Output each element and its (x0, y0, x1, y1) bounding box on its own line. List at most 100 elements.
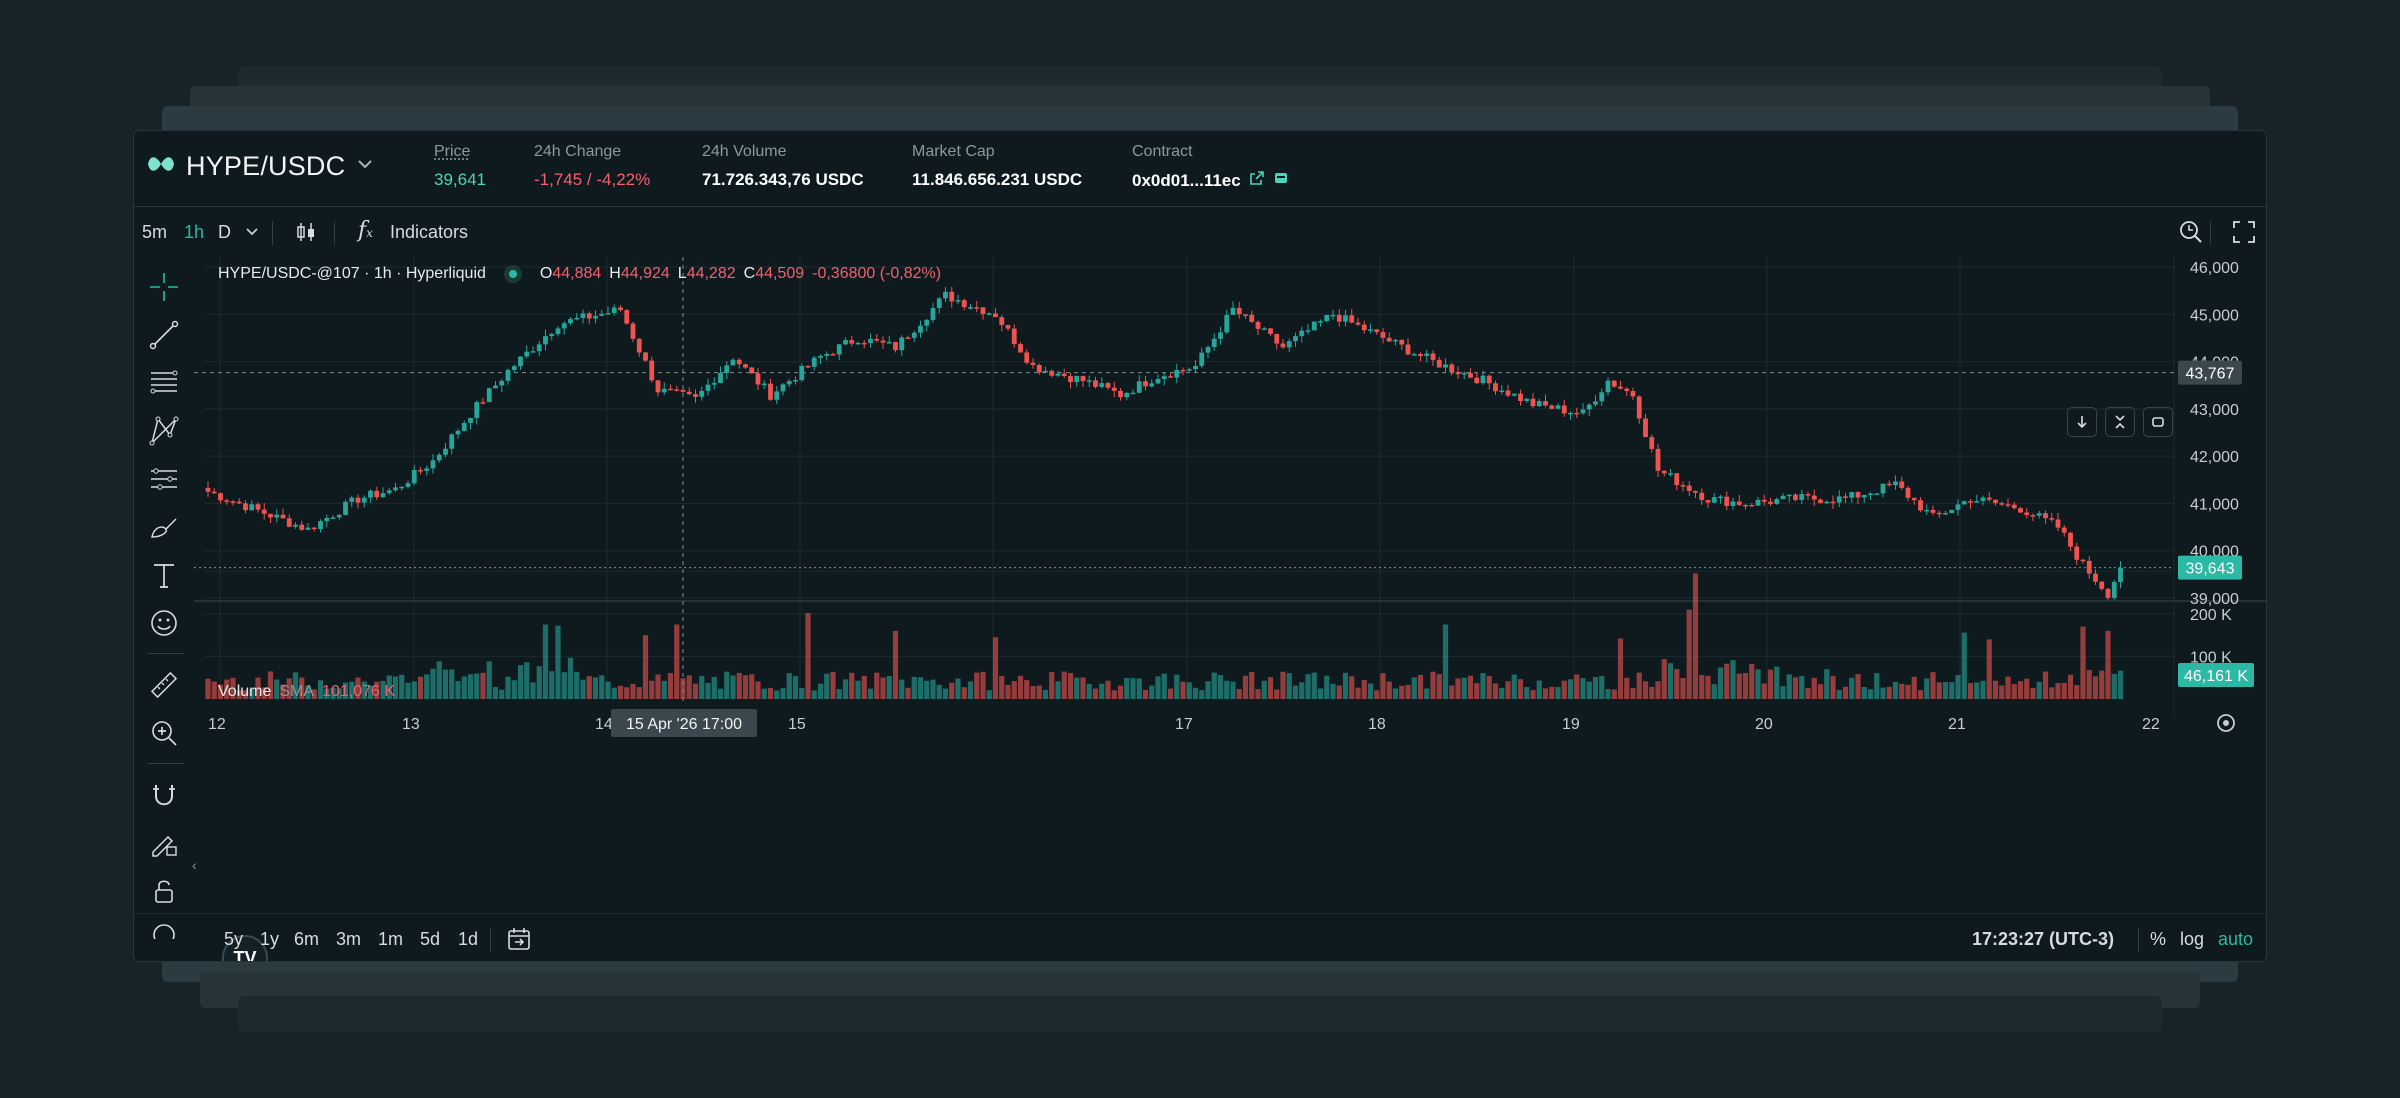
range-3m[interactable]: 3m (336, 929, 362, 949)
last-price-box (2178, 555, 2242, 580)
scroll-down-icon[interactable] (2067, 407, 2097, 437)
interval-1h[interactable]: 1h (184, 222, 205, 242)
range-1d[interactable]: 1d (458, 929, 479, 949)
function-icon[interactable]: fx (358, 218, 373, 243)
candle-body (874, 338, 880, 341)
candle-body (1486, 375, 1492, 384)
price-axis-label: 43,000 (2190, 402, 2239, 419)
volume-bar (799, 688, 805, 699)
indicators-button[interactable]: Indicators (390, 222, 469, 242)
crosshair-price-box (2178, 360, 2242, 385)
range-6m[interactable]: 6m (294, 929, 320, 949)
candle-body (1080, 376, 1086, 381)
volume-bar (1161, 673, 1167, 699)
clock-display[interactable]: 17:23:27 (UTC-3) (1972, 929, 2115, 949)
candle-body (361, 497, 367, 503)
candle-body (205, 487, 211, 492)
candle-body (1136, 381, 1142, 393)
candle-body (2024, 512, 2030, 516)
fullscreen-icon[interactable] (2232, 220, 2256, 249)
log-scale-toggle[interactable]: log (2180, 929, 2205, 949)
volume-bar (824, 673, 830, 699)
candle-body (849, 340, 855, 344)
volume-bar (917, 677, 924, 699)
range-1y[interactable]: 1y (260, 929, 280, 949)
candle-body (1974, 501, 1980, 503)
volume-bar (549, 671, 555, 699)
emoji-icon[interactable] (144, 603, 184, 643)
volume-bar (267, 671, 274, 699)
range-5d[interactable]: 5d (420, 929, 441, 949)
contract-address[interactable]: 0x0d01...11ec (1132, 170, 1241, 190)
volume-bar (1786, 674, 1792, 699)
candle-body (343, 501, 348, 515)
zoom-in-icon[interactable] (144, 713, 184, 753)
crosshair-icon[interactable] (144, 267, 184, 307)
interval-d[interactable]: D (218, 222, 231, 242)
volume-bar (1467, 675, 1474, 699)
candle-body (655, 380, 661, 393)
text-tool-icon[interactable] (144, 555, 184, 595)
volume-bar (1449, 685, 1455, 699)
lock-drawing-icon[interactable] (144, 823, 184, 863)
volume-bar (911, 676, 917, 699)
candle-body (1699, 492, 1705, 501)
open-label: O (539, 265, 553, 282)
unlock-icon[interactable] (144, 871, 184, 911)
candle-body (618, 307, 623, 311)
chart-canvas[interactable]: 46,00045,00044,00043,00042,00041,00040,0… (134, 257, 2267, 962)
ruler-icon[interactable] (144, 665, 184, 705)
range-1m[interactable]: 1m (378, 929, 404, 949)
volume-label: Volume (218, 683, 272, 700)
percent-scale-toggle[interactable]: % (2150, 929, 2167, 949)
market-status-dot (503, 265, 522, 283)
interval-5m[interactable]: 5m (142, 222, 168, 242)
volume-bar (2036, 681, 2042, 699)
volume-axis-label: 200 K (2190, 607, 2232, 624)
brush-icon[interactable] (144, 507, 184, 547)
volume-bar (449, 669, 455, 699)
pattern-icon[interactable] (144, 411, 184, 451)
auto-scale-toggle[interactable]: auto (2218, 929, 2254, 949)
settings-gear-icon[interactable] (2217, 714, 2235, 732)
volume-bar (686, 675, 692, 699)
chevron-down-icon[interactable] (355, 157, 375, 176)
search-zoom-icon[interactable] (2178, 219, 2204, 250)
volume-bar (867, 688, 874, 699)
volume-bar (1730, 660, 1736, 699)
volume-bar (886, 676, 892, 699)
projection-icon[interactable] (144, 459, 184, 499)
candle-body (1530, 398, 1536, 407)
candle-body (1636, 396, 1642, 419)
trend-line-icon[interactable] (144, 315, 184, 355)
collapse-pane-icon[interactable] (2105, 407, 2135, 437)
maximize-pane-icon[interactable] (2143, 407, 2173, 437)
toolbar-divider (2210, 221, 2211, 245)
candle-body (249, 504, 255, 511)
pair-selector[interactable]: HYPE/USDC (146, 151, 375, 182)
candle-body (774, 391, 780, 400)
volume-bar (1780, 686, 1786, 699)
copy-icon[interactable] (1273, 170, 1289, 191)
volume-bar (717, 688, 724, 699)
candlestick-type-icon[interactable] (294, 220, 318, 249)
volume-bar (1155, 676, 1161, 699)
candle-body (1843, 496, 1848, 498)
candle-body (336, 514, 342, 518)
interval-chevron-down-icon[interactable] (244, 223, 260, 244)
external-link-icon[interactable] (1249, 170, 1265, 191)
magnet-icon[interactable] (144, 775, 184, 815)
volume-bar (1817, 684, 1824, 699)
chart-toolbar: 5m 1h D fx Indicators (134, 207, 2266, 257)
candle-body (1930, 509, 1936, 513)
fib-retracement-icon[interactable] (144, 363, 184, 403)
candle-body (836, 344, 842, 355)
candle-body (1149, 383, 1155, 387)
volume-bar (330, 687, 336, 699)
candle-body (349, 497, 355, 502)
eye-icon[interactable] (144, 919, 184, 939)
go-to-date-icon[interactable] (506, 926, 532, 957)
collapse-toolbar-icon[interactable]: ‹ (192, 857, 197, 873)
candle-body (474, 402, 480, 418)
range-5y[interactable]: 5y (224, 929, 244, 949)
